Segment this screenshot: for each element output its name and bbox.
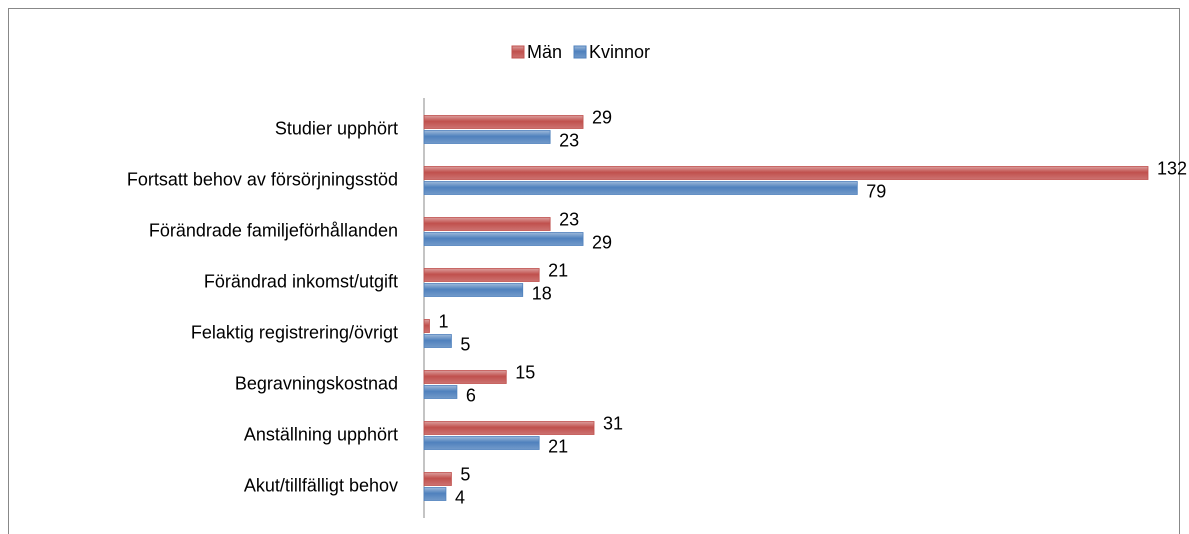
value-label: 6 — [466, 385, 476, 405]
category-label: Felaktig registrering/övrigt — [191, 322, 398, 342]
value-label: 5 — [460, 464, 470, 484]
legend-swatch — [511, 45, 525, 59]
value-label: 21 — [548, 260, 568, 280]
bar — [423, 232, 584, 246]
value-label: 1 — [438, 311, 448, 331]
bar — [423, 130, 551, 144]
value-label: 4 — [455, 487, 465, 507]
legend-label: Kvinnor — [589, 42, 650, 62]
category-label: Förändrad inkomst/utgift — [204, 271, 398, 291]
value-label: 15 — [515, 362, 535, 382]
value-label: 21 — [548, 436, 568, 456]
category-label: Anställning upphört — [244, 424, 398, 444]
legend-label: Män — [527, 42, 562, 62]
bar — [423, 334, 452, 348]
value-label: 29 — [592, 232, 612, 252]
category-label: Begravningskostnad — [235, 373, 398, 393]
bar — [423, 487, 447, 501]
value-label: 29 — [592, 107, 612, 127]
bar — [423, 436, 540, 450]
legend-swatch — [573, 45, 587, 59]
category-label: Fortsatt behov av försörjningsstöd — [127, 169, 398, 189]
value-label: 23 — [559, 209, 579, 229]
bar — [423, 370, 507, 384]
bar — [423, 166, 1149, 180]
bar — [423, 385, 458, 399]
value-label: 5 — [460, 334, 470, 354]
value-label: 31 — [603, 413, 623, 433]
value-label: 79 — [866, 181, 886, 201]
value-label: 132 — [1157, 158, 1187, 178]
bar — [423, 283, 524, 297]
value-label: 23 — [559, 130, 579, 150]
bar — [423, 115, 584, 129]
category-label: Akut/tillfälligt behov — [244, 475, 398, 495]
category-label: Studier upphört — [275, 118, 398, 138]
bar — [423, 421, 595, 435]
bar — [423, 472, 452, 486]
chart-frame — [8, 8, 1180, 534]
bar — [423, 268, 540, 282]
value-label: 18 — [532, 283, 552, 303]
bar — [423, 319, 430, 333]
category-label: Förändrade familjeförhållanden — [149, 220, 398, 240]
bar — [423, 217, 551, 231]
bar — [423, 181, 858, 195]
